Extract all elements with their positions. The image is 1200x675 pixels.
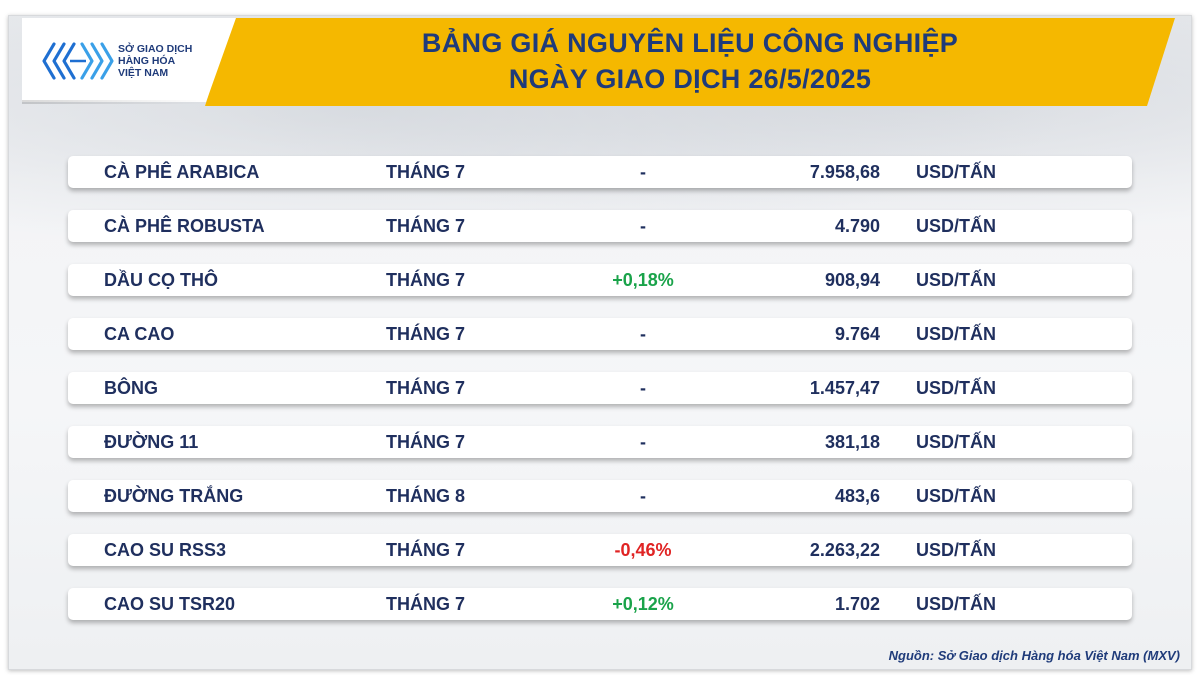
table-row: ĐƯỜNG TRẮNG THÁNG 8 - 483,6 USD/TẤN xyxy=(68,480,1132,512)
price-value: 2.263,22 xyxy=(809,540,880,560)
logo-text: SỞ GIAO DỊCH HÀNG HÓA VIỆT NAM xyxy=(118,43,218,79)
page-title: BẢNG GIÁ NGUYÊN LIỆU CÔNG NGHIỆP NGÀY GI… xyxy=(205,25,1175,97)
price-value: 483,6 xyxy=(834,486,880,506)
source-note: Nguồn: Sở Giao dịch Hàng hóa Việt Nam (M… xyxy=(888,648,1180,663)
title-line-1: BẢNG GIÁ NGUYÊN LIỆU CÔNG NGHIỆP xyxy=(421,28,959,58)
price-unit: USD/TẤN xyxy=(916,324,996,344)
commodity-name: CAO SU TSR20 xyxy=(104,594,236,614)
price-change: -0,46% xyxy=(614,540,672,560)
contract-month: THÁNG 7 xyxy=(386,162,466,182)
price-value: 9.764 xyxy=(834,324,880,344)
mxv-logo-icon xyxy=(42,42,114,80)
price-value: 908,94 xyxy=(824,270,880,290)
commodity-name: CÀ PHÊ ROBUSTA xyxy=(104,216,265,236)
commodity-name: ĐƯỜNG TRẮNG xyxy=(104,486,244,506)
title-line-2: NGÀY GIAO DỊCH 26/5/2025 xyxy=(508,64,872,94)
logo-line-3: VIỆT NAM xyxy=(118,67,169,79)
table-row: ĐƯỜNG 11 THÁNG 7 - 381,18 USD/TẤN xyxy=(68,426,1132,458)
price-value: 7.958,68 xyxy=(809,162,880,182)
price-change: - xyxy=(640,432,646,452)
table-row: CAO SU TSR20 THÁNG 7 +0,12% 1.702 USD/TẤN xyxy=(68,588,1132,620)
header-banner xyxy=(205,18,1175,106)
price-change: +0,18% xyxy=(612,270,674,290)
price-value: 1.702 xyxy=(834,594,880,614)
contract-month: THÁNG 7 xyxy=(386,594,466,614)
commodity-name: CA CAO xyxy=(104,324,175,344)
table-row: CÀ PHÊ ROBUSTA THÁNG 7 - 4.790 USD/TẤN xyxy=(68,210,1132,242)
contract-month: THÁNG 7 xyxy=(386,270,466,290)
contract-month: THÁNG 7 xyxy=(386,540,466,560)
contract-month: THÁNG 7 xyxy=(386,216,466,236)
price-change: - xyxy=(640,216,646,236)
price-unit: USD/TẤN xyxy=(916,594,996,614)
table-row: BÔNG THÁNG 7 - 1.457,47 USD/TẤN xyxy=(68,372,1132,404)
logo-line-1: SỞ GIAO DỊCH xyxy=(118,43,193,55)
logo-panel xyxy=(22,18,236,102)
table-row: CAO SU RSS3 THÁNG 7 -0,46% 2.263,22 USD/TẤN xyxy=(68,534,1132,566)
commodity-name: CÀ PHÊ ARABICA xyxy=(104,162,260,182)
price-unit: USD/TẤN xyxy=(916,270,996,290)
price-unit: USD/TẤN xyxy=(916,486,996,506)
price-change: - xyxy=(640,378,646,398)
price-value: 1.457,47 xyxy=(809,378,880,398)
contract-month: THÁNG 7 xyxy=(386,378,466,398)
table-row: CA CAO THÁNG 7 - 9.764 USD/TẤN xyxy=(68,318,1132,350)
table-row: DẦU CỌ THÔ THÁNG 7 +0,18% 908,94 USD/TẤN xyxy=(68,264,1132,296)
contract-month: THÁNG 7 xyxy=(386,432,466,452)
logo-shadow xyxy=(22,100,208,104)
commodity-name: CAO SU RSS3 xyxy=(104,540,227,560)
price-unit: USD/TẤN xyxy=(916,216,996,236)
commodity-name: ĐƯỜNG 11 xyxy=(104,432,199,452)
price-unit: USD/TẤN xyxy=(916,162,996,182)
price-unit: USD/TẤN xyxy=(916,378,996,398)
price-change: +0,12% xyxy=(612,594,674,614)
price-value: 4.790 xyxy=(834,216,880,236)
price-change: - xyxy=(640,324,646,344)
table-row: CÀ PHÊ ARABICA THÁNG 7 - 7.958,68 USD/TẤN xyxy=(68,156,1132,188)
contract-month: THÁNG 7 xyxy=(386,324,466,344)
price-value: 381,18 xyxy=(824,432,880,452)
price-unit: USD/TẤN xyxy=(916,540,996,560)
commodity-name: DẦU CỌ THÔ xyxy=(104,270,218,290)
contract-month: THÁNG 8 xyxy=(386,486,466,506)
commodity-name: BÔNG xyxy=(104,378,158,398)
price-unit: USD/TẤN xyxy=(916,432,996,452)
price-change: - xyxy=(640,162,646,182)
logo-line-2: HÀNG HÓA xyxy=(118,55,176,67)
price-change: - xyxy=(640,486,646,506)
